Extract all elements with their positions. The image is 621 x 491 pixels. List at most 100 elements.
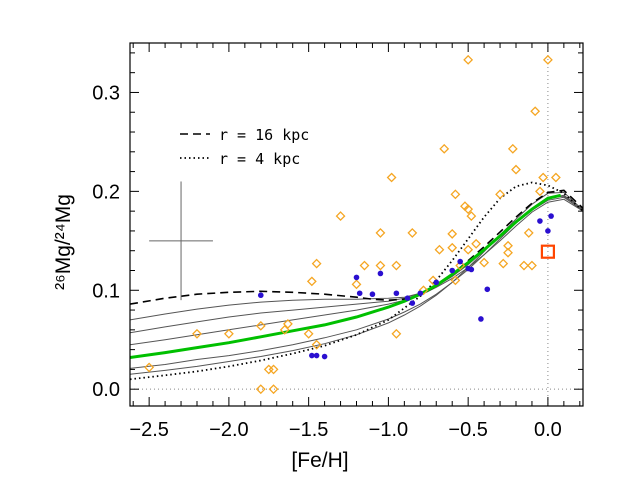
y-tick-labels: 0.0 0.1 0.2 0.3 [92,82,120,401]
x-axis-title: [Fe/H] [291,449,348,472]
diamond-point-27 [447,228,458,239]
x-tick-label: 0.0 [534,419,562,441]
dot-point-20 [545,228,551,234]
dot-point-4 [353,274,360,281]
data-points [144,54,561,395]
diamond-point-23 [418,285,429,296]
legend-label-4kpc: r = 4 kpc [219,150,300,168]
diamond-point-11 [311,339,322,350]
diamond-point-7 [268,384,279,395]
diamond-point-8 [279,324,290,335]
diamond-point-43 [507,143,518,154]
diamond-point-44 [511,164,521,175]
diamond-point-38 [479,257,490,268]
diamond-point-35 [463,54,474,65]
legend-label-16kpc: r = 16 kpc [219,126,309,144]
diamond-point-28 [447,242,458,253]
diamond-point-34 [463,204,474,215]
diamond-point-39 [495,189,505,200]
diamond-point-9 [282,318,293,329]
diamond-point-37 [471,238,482,249]
diamond-point-15 [351,279,362,290]
model-curves [130,181,583,381]
curve-thin-3 [130,194,583,321]
diamond-point-22 [407,227,418,238]
x-tick-label: −2.5 [129,419,168,441]
sun-square [540,244,556,259]
diamond-point-17 [375,227,386,238]
curve-thin-7 [130,191,583,375]
dot-point-19 [537,218,543,224]
x-tick-labels: −2.5 −2.0 −1.5 −1.0 −0.5 0.0 [129,419,561,441]
legend: r = 16 kpc r = 4 kpc [180,126,309,168]
y-tick-label: 0.0 [92,379,120,401]
dot-point-14 [457,258,463,265]
diamond-point-42 [503,247,513,258]
diamond-point-29 [450,189,461,200]
diamond-point-3 [255,320,266,331]
diamond-point-48 [530,106,541,117]
diamond-point-33 [463,244,474,255]
diamond-point-45 [519,260,529,271]
error-cross [149,181,213,301]
diamond-point-41 [503,240,513,251]
dot-point-17 [478,316,484,322]
diamond-point-25 [434,244,445,255]
diamond-point-12 [306,276,317,287]
diamond-point-26 [439,143,450,154]
dot-point-10 [409,300,416,306]
diamond-point-13 [311,258,322,269]
dot-point-18 [484,286,491,293]
diamond-point-49 [535,186,545,197]
diamond-point-51 [542,54,553,65]
diamond-point-2 [223,328,234,339]
dot-point-9 [404,295,411,301]
x-tick-label: −1.0 [369,419,408,441]
diamond-point-21 [391,328,402,339]
x-tick-label: −1.5 [289,419,328,441]
diamond-point-30 [450,275,461,286]
y-axis-title: ²⁶Mg/²⁴Mg [52,194,75,290]
diamond-point-4 [255,384,266,395]
diamond-point-1 [192,328,202,339]
dot-point-16 [468,266,475,273]
diamond-point-36 [466,211,477,222]
diamond-point-14 [335,211,346,222]
y-tick-label: 0.3 [92,82,120,104]
dot-point-12 [433,279,440,286]
dot-point-8 [393,290,400,297]
diamond-point-10 [303,328,314,339]
dot-point-2 [313,352,320,359]
diamond-point-18 [375,260,386,271]
dot-point-6 [369,291,376,298]
x-tick-label: −2.0 [209,419,248,441]
diamond-point-46 [523,227,534,238]
diamond-point-50 [538,172,549,183]
diamond-point-20 [391,260,402,271]
dot-point-0 [257,292,264,299]
dot-point-11 [417,290,424,297]
diamond-point-52 [550,172,561,183]
diamond-point-19 [386,172,397,183]
diamond-point-16 [359,260,370,271]
diamond-point-40 [498,258,509,269]
axes [129,42,584,407]
dot-point-1 [309,352,315,359]
diamond-point-31 [455,260,466,271]
dot-point-7 [377,270,384,277]
curve-thin-4 [130,196,583,334]
diamond-point-6 [268,364,279,375]
reference-lines [130,43,583,406]
y-tick-label: 0.2 [92,181,120,203]
dot-point-21 [548,213,554,219]
dot-point-5 [356,290,363,297]
y-tick-label: 0.1 [92,280,120,302]
diamond-point-0 [144,362,155,373]
diamond-point-24 [428,275,438,286]
sun-marker [540,244,556,259]
dot-point-3 [321,353,328,360]
curve-dashed-1 [130,189,583,305]
x-tick-label: −0.5 [448,419,487,441]
curve-green-0 [130,193,562,359]
